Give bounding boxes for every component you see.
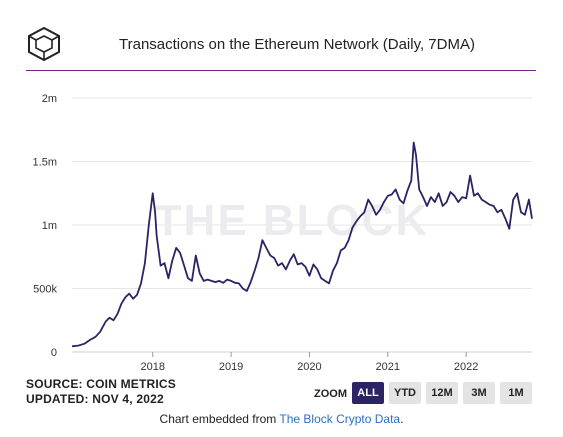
zoom-all-button[interactable]: ALL xyxy=(352,382,384,404)
chart-title: Transactions on the Ethereum Network (Da… xyxy=(119,36,475,53)
y-tick-label: 0 xyxy=(51,347,57,359)
zoom-label: ZOOM xyxy=(314,388,347,400)
y-tick-label: 2m xyxy=(42,93,57,105)
x-tick-label: 2020 xyxy=(297,361,321,370)
series-line xyxy=(71,141,533,348)
zoom-1m-button[interactable]: 1M xyxy=(500,382,532,404)
y-tick-label: 1m xyxy=(42,220,57,232)
x-tick-label: 2019 xyxy=(219,361,243,370)
the-block-logo-icon xyxy=(28,26,60,62)
line-chart: THE BLOCK 0 500k 1m 1.5m 2m 2018 2019 2020 2021… xyxy=(33,93,533,370)
zoom-ytd-button[interactable]: YTD xyxy=(389,382,421,404)
y-tick-label: 500k xyxy=(33,284,57,296)
x-tick-label: 2018 xyxy=(140,361,164,370)
embed-prefix: Chart embedded from xyxy=(159,412,280,426)
title-divider xyxy=(26,70,536,71)
x-tick-label: 2022 xyxy=(454,361,478,370)
embed-note: Chart embedded from The Block Crypto Dat… xyxy=(0,412,563,426)
source-label: SOURCE: COIN METRICS xyxy=(26,377,177,391)
updated-label: UPDATED: NOV 4, 2022 xyxy=(26,392,164,406)
watermark: THE BLOCK xyxy=(155,196,430,245)
the-block-data-link[interactable]: The Block Crypto Data xyxy=(279,412,401,426)
zoom-12m-button[interactable]: 12M xyxy=(426,382,458,404)
zoom-3m-button[interactable]: 3M xyxy=(463,382,495,404)
x-tick-label: 2021 xyxy=(376,361,400,370)
embed-suffix: . xyxy=(400,412,404,426)
y-tick-label: 1.5m xyxy=(33,157,57,169)
